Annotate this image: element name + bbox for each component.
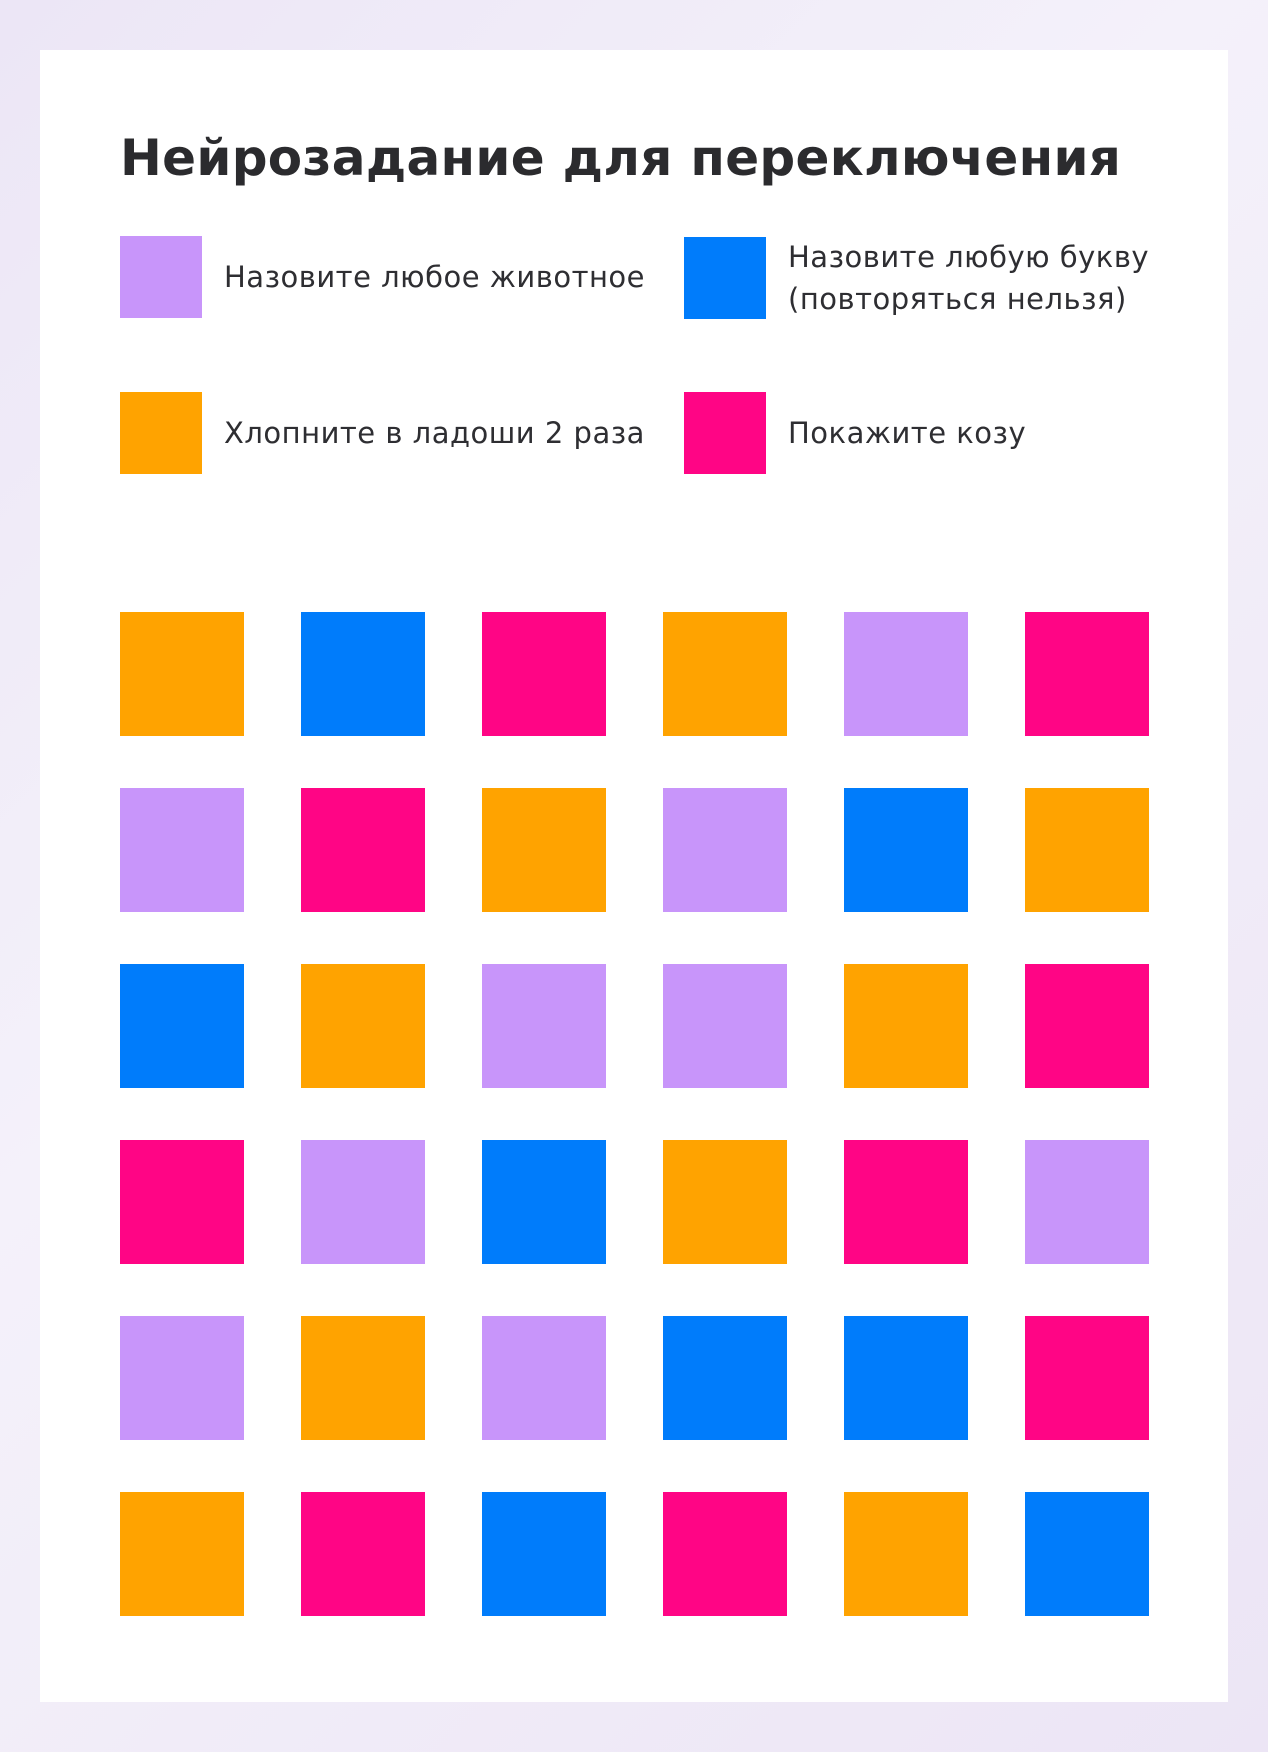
color-square-blue bbox=[1025, 1492, 1149, 1616]
color-square-blue bbox=[844, 788, 968, 912]
legend-label-line: Назовите любую букву bbox=[788, 240, 1150, 274]
color-square-orange bbox=[1025, 788, 1149, 912]
color-square-orange bbox=[482, 788, 606, 912]
legend-label: Покажите козу bbox=[788, 412, 1026, 454]
color-square-pink bbox=[1025, 1316, 1149, 1440]
legend-label: Хлопните в ладоши 2 раза bbox=[224, 412, 645, 454]
color-square-purple bbox=[301, 1140, 425, 1264]
color-square-pink bbox=[844, 1140, 968, 1264]
color-square-pink bbox=[1025, 612, 1149, 736]
legend-swatch-orange bbox=[120, 392, 202, 474]
color-square-pink bbox=[1025, 964, 1149, 1088]
color-square-orange bbox=[844, 964, 968, 1088]
color-square-orange bbox=[120, 612, 244, 736]
color-square-purple bbox=[663, 788, 787, 912]
color-square-pink bbox=[301, 788, 425, 912]
legend-label-line: (повторяться нельзя) bbox=[788, 282, 1127, 316]
color-square-purple bbox=[1025, 1140, 1149, 1264]
color-square-blue bbox=[844, 1316, 968, 1440]
color-square-purple bbox=[844, 612, 968, 736]
legend-label: Назовите любую букву (повторяться нельзя… bbox=[788, 236, 1149, 320]
legend-swatch-purple bbox=[120, 236, 202, 318]
legend-label-line: Покажите козу bbox=[788, 416, 1027, 450]
color-square-pink bbox=[482, 612, 606, 736]
color-square-orange bbox=[120, 1492, 244, 1616]
legend-label-line: Назовите любое животное bbox=[224, 260, 646, 294]
legend-item-goat: Покажите козу bbox=[684, 392, 1026, 474]
legend-swatch-pink bbox=[684, 392, 766, 474]
color-square-purple bbox=[482, 964, 606, 1088]
legend-item-animal: Назовите любое животное bbox=[120, 236, 645, 318]
legend-label-line: Хлопните в ладоши 2 раза bbox=[224, 416, 645, 450]
legend-label: Назовите любое животное bbox=[224, 256, 645, 298]
color-square-blue bbox=[301, 612, 425, 736]
color-square-orange bbox=[301, 1316, 425, 1440]
color-square-orange bbox=[844, 1492, 968, 1616]
legend-swatch-blue bbox=[684, 237, 766, 319]
legend-item-clap: Хлопните в ладоши 2 раза bbox=[120, 392, 645, 474]
color-square-pink bbox=[301, 1492, 425, 1616]
color-square-blue bbox=[482, 1492, 606, 1616]
task-card: Нейрозадание для переключения Назовите л… bbox=[40, 50, 1228, 1702]
color-square-blue bbox=[120, 964, 244, 1088]
color-square-purple bbox=[120, 788, 244, 912]
color-square-grid bbox=[120, 612, 1152, 1616]
page-title: Нейрозадание для переключения bbox=[120, 129, 1122, 187]
color-square-orange bbox=[663, 612, 787, 736]
legend-item-letter: Назовите любую букву (повторяться нельзя… bbox=[684, 236, 1149, 320]
color-square-blue bbox=[482, 1140, 606, 1264]
color-square-purple bbox=[482, 1316, 606, 1440]
color-square-purple bbox=[663, 964, 787, 1088]
color-square-pink bbox=[120, 1140, 244, 1264]
color-square-orange bbox=[301, 964, 425, 1088]
color-square-blue bbox=[663, 1316, 787, 1440]
color-square-purple bbox=[120, 1316, 244, 1440]
color-square-orange bbox=[663, 1140, 787, 1264]
color-square-pink bbox=[663, 1492, 787, 1616]
